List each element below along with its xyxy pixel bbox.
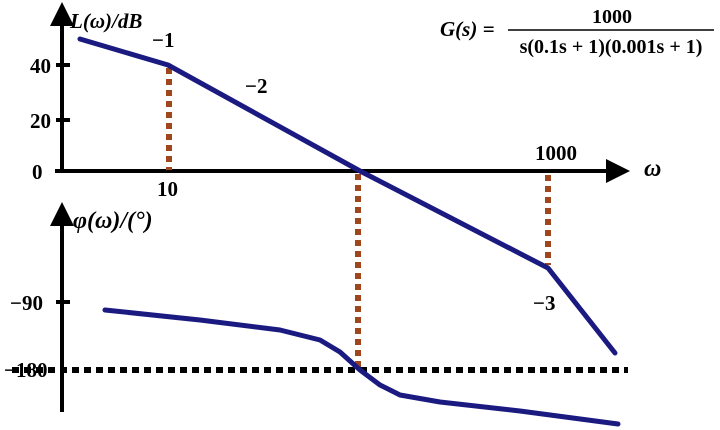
formula-numerator: 1000 [592, 6, 632, 28]
phase-tick-label-minus90: −90 [10, 291, 43, 315]
formula-denominator: s(0.1s + 1)(0.001s + 1) [520, 36, 703, 58]
x-tick-label-1000: 1000 [535, 141, 577, 165]
slope-label-2: −2 [245, 74, 267, 98]
magnitude-curve [77, 36, 618, 356]
slope-label-1: −1 [152, 28, 174, 52]
x-tick-label-10: 10 [157, 177, 178, 201]
slope-label-3: −3 [533, 291, 555, 315]
phase-curve [102, 307, 621, 427]
y-tick-label-40: 40 [30, 54, 51, 78]
formula-lhs: G(s) = [440, 17, 495, 41]
phase-tick-label-minus180: −180 [4, 358, 47, 382]
y-tick-label-20: 20 [30, 109, 51, 133]
phase-axis-label: φ(ω)/(°) [73, 208, 153, 234]
y-tick-label-0: 0 [32, 160, 43, 184]
magnitude-axis-label: L(ω)/dB [69, 9, 142, 33]
omega-axis-label: ω [644, 156, 661, 182]
